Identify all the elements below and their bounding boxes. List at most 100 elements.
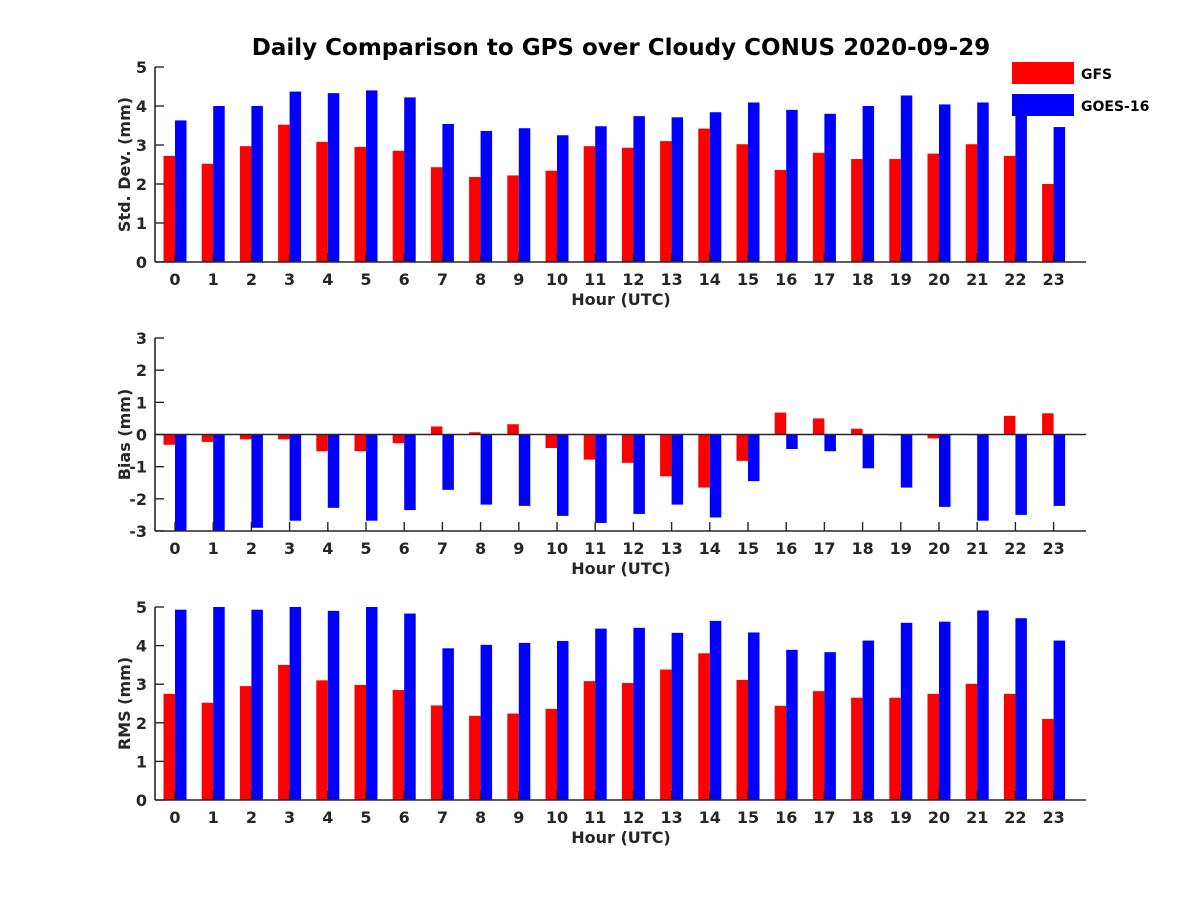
bar-goes16-4 — [327, 434, 340, 508]
bar-goes16-2 — [251, 609, 263, 800]
bar-gfs-5 — [354, 146, 366, 262]
bar-gfs-7 — [430, 426, 443, 435]
bar-gfs-2 — [239, 146, 252, 262]
y-tick-label: 5 — [136, 598, 147, 617]
bar-goes16-5 — [366, 607, 378, 800]
y-tick-label: 0 — [136, 791, 147, 810]
bar-gfs-14 — [698, 128, 710, 262]
bar-gfs-10 — [545, 434, 557, 449]
bar-goes16-6 — [404, 97, 416, 262]
bar-gfs-7 — [430, 167, 443, 262]
bar-gfs-17 — [812, 152, 825, 262]
bar-goes16-7 — [442, 648, 454, 800]
bar-gfs-14 — [698, 653, 710, 800]
x-tick-label: 0 — [169, 539, 180, 558]
bar-gfs-6 — [392, 689, 405, 800]
bar-gfs-3 — [278, 124, 290, 262]
x-tick-label: 3 — [284, 270, 295, 289]
bar-goes16-9 — [518, 128, 531, 262]
bar-goes16-7 — [442, 123, 454, 262]
bar-goes16-1 — [213, 607, 225, 800]
x-tick-label: 17 — [813, 270, 835, 289]
bar-gfs-20 — [927, 693, 939, 800]
bar-gfs-15 — [736, 144, 748, 262]
bar-gfs-18 — [851, 428, 863, 435]
bar-goes16-8 — [480, 644, 493, 800]
bar-goes16-19 — [900, 434, 913, 488]
bar-gfs-1 — [201, 702, 214, 800]
bar-gfs-1 — [201, 434, 214, 442]
bar-goes16-9 — [518, 434, 531, 506]
x-tick-label: 13 — [660, 270, 682, 289]
x-tick-label: 15 — [737, 539, 759, 558]
bar-gfs-22 — [1003, 693, 1016, 800]
x-tick-label: 17 — [813, 808, 835, 827]
bar-goes16-16 — [786, 434, 798, 449]
bar-goes16-10 — [557, 135, 569, 262]
y-tick-label: 3 — [136, 329, 147, 348]
bar-gfs-11 — [583, 146, 596, 262]
bar-gfs-19 — [889, 159, 901, 262]
bar-gfs-13 — [660, 141, 672, 262]
x-tick-label: 6 — [399, 270, 410, 289]
bar-gfs-20 — [927, 434, 939, 439]
y-axis-label: Bias (mm) — [115, 389, 134, 481]
x-tick-label: 1 — [208, 270, 219, 289]
y-tick-label: 2 — [136, 175, 147, 194]
x-tick-label: 2 — [246, 808, 257, 827]
bar-gfs-5 — [354, 434, 366, 452]
bar-goes16-0 — [175, 434, 187, 531]
bar-goes16-18 — [862, 106, 875, 262]
x-tick-label: 11 — [584, 808, 606, 827]
bar-goes16-21 — [977, 610, 989, 800]
bar-gfs-16 — [774, 412, 787, 435]
x-tick-label: 0 — [169, 808, 180, 827]
x-axis-label: Hour (UTC) — [571, 828, 671, 847]
bar-gfs-19 — [889, 697, 901, 800]
bar-goes16-7 — [442, 434, 454, 490]
bar-gfs-3 — [278, 434, 290, 440]
bar-gfs-0 — [163, 434, 175, 445]
y-tick-label: 1 — [136, 214, 147, 233]
bar-gfs-3 — [278, 664, 290, 800]
x-tick-label: 21 — [966, 270, 988, 289]
y-tick-label: 2 — [136, 714, 147, 733]
x-tick-label: 3 — [284, 808, 295, 827]
x-tick-label: 8 — [475, 539, 486, 558]
x-tick-label: 4 — [322, 270, 333, 289]
bar-gfs-15 — [736, 434, 748, 461]
bar-goes16-9 — [518, 642, 531, 800]
x-tick-label: 10 — [546, 270, 568, 289]
bar-gfs-2 — [239, 434, 252, 440]
x-tick-label: 16 — [775, 808, 797, 827]
y-tick-label: 4 — [136, 637, 147, 656]
x-axis-label: Hour (UTC) — [571, 290, 671, 309]
bar-gfs-0 — [163, 155, 175, 262]
bar-gfs-16 — [774, 169, 787, 262]
bar-gfs-5 — [354, 684, 366, 800]
bar-goes16-21 — [977, 434, 989, 521]
x-tick-label: 22 — [1004, 808, 1026, 827]
y-axis-label: RMS (mm) — [115, 657, 134, 750]
x-tick-label: 9 — [513, 270, 524, 289]
bar-gfs-9 — [507, 424, 519, 435]
bar-gfs-16 — [774, 705, 787, 800]
x-tick-label: 16 — [775, 539, 797, 558]
x-tick-label: 14 — [699, 808, 721, 827]
bar-gfs-13 — [660, 669, 672, 800]
bar-goes16-5 — [366, 90, 378, 263]
bar-gfs-4 — [316, 680, 328, 800]
bar-goes16-22 — [1015, 618, 1027, 800]
bar-gfs-17 — [812, 691, 825, 800]
x-tick-label: 2 — [246, 270, 257, 289]
bar-gfs-22 — [1003, 415, 1016, 435]
bar-goes16-12 — [633, 116, 645, 262]
bar-goes16-11 — [595, 628, 607, 800]
y-axis-label: Std. Dev. (mm) — [115, 97, 134, 232]
bar-gfs-7 — [430, 705, 443, 800]
bar-goes16-13 — [671, 434, 684, 505]
x-tick-label: 5 — [360, 808, 371, 827]
